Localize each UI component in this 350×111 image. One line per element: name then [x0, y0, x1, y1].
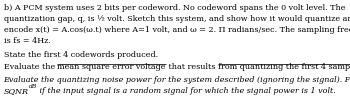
Text: that results: that results	[166, 63, 218, 71]
Text: State the first 4 codewords produced.: State the first 4 codewords produced.	[4, 51, 158, 59]
Text: Evaluate the quantizing noise power for the system described (ignoring the signa: Evaluate the quantizing noise power for …	[4, 76, 350, 84]
Text: is fs = 4Hz.: is fs = 4Hz.	[4, 37, 50, 45]
Text: encode x(t) = A.cos(ω.t) where A=1 volt, and ω = 2. Π radians/sec. The sampling : encode x(t) = A.cos(ω.t) where A=1 volt,…	[4, 26, 350, 34]
Text: quantization gap, q, is ½ volt. Sketch this system, and show how it would quanti: quantization gap, q, is ½ volt. Sketch t…	[4, 15, 350, 23]
Text: b) A PCM system uses 2 bits per codeword. No codeword spans the 0 volt level. Th: b) A PCM system uses 2 bits per codeword…	[4, 4, 345, 12]
Text: Evaluate the: Evaluate the	[4, 63, 57, 71]
Text: dB: dB	[28, 83, 37, 88]
Text: mean square error voltage: mean square error voltage	[57, 63, 166, 71]
Text: SQNR: SQNR	[4, 87, 28, 95]
Text: from quantizing the first 4 samples only: from quantizing the first 4 samples only	[218, 63, 350, 71]
Text: if the input signal is a random signal for which the signal power is 1 volt.: if the input signal is a random signal f…	[37, 87, 336, 95]
